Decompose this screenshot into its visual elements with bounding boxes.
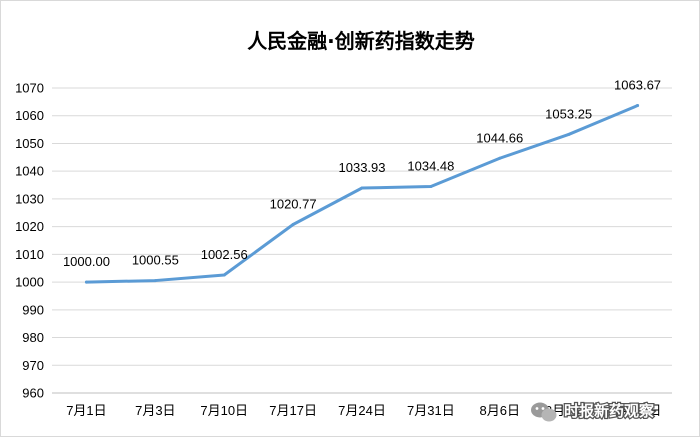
x-tick-label: 7月17日 — [269, 403, 317, 418]
data-point — [567, 132, 571, 136]
x-tick-label: 8月6日 — [480, 403, 520, 418]
y-tick-label: 1010 — [15, 247, 44, 262]
y-tick-label: 1070 — [15, 81, 44, 96]
data-label: 1044.66 — [476, 130, 523, 145]
y-tick-label: 1030 — [15, 191, 44, 206]
y-axis: 960 970 980 990 1000 1010 1020 1030 1040 1050 1060… — [15, 81, 44, 401]
data-point — [222, 273, 226, 277]
x-tick-label: 8月20日 — [614, 403, 662, 418]
data-point — [360, 186, 364, 190]
data-point — [84, 280, 88, 284]
series-line — [84, 104, 640, 284]
y-tick-label: 1060 — [15, 108, 44, 123]
y-tick-label: 990 — [22, 302, 44, 317]
x-tick-label: 8月13日 — [545, 403, 593, 418]
y-tick-label: 1020 — [15, 219, 44, 234]
data-point — [429, 184, 433, 188]
data-labels: 1000.00 1000.55 1002.56 1020.77 1033.93 1034.… — [63, 78, 661, 270]
data-label: 1000.00 — [63, 254, 110, 269]
x-tick-label: 7月3日 — [135, 403, 175, 418]
data-label: 1000.55 — [132, 253, 179, 268]
wechat-icon — [531, 402, 557, 422]
data-label: 1002.56 — [201, 247, 248, 262]
y-tick-label: 980 — [22, 330, 44, 345]
watermark: 时报新药观察 — [531, 401, 656, 422]
data-label: 1034.48 — [407, 158, 454, 173]
x-tick-label: 7月24日 — [338, 403, 386, 418]
watermark-text: 时报新药观察 — [564, 402, 655, 420]
y-tick-label: 970 — [22, 358, 44, 373]
y-tick-label: 1000 — [15, 275, 44, 290]
data-point — [291, 223, 295, 227]
x-tick-label: 7月1日 — [66, 403, 106, 418]
data-label: 1053.25 — [545, 106, 592, 121]
data-label: 1020.77 — [270, 197, 317, 212]
data-point — [498, 156, 502, 160]
y-tick-label: 960 — [22, 386, 44, 401]
x-tick-label: 7月10日 — [200, 403, 248, 418]
y-tick-label: 1050 — [15, 136, 44, 151]
data-label: 1033.93 — [339, 160, 386, 175]
gridlines — [52, 87, 672, 394]
x-tick-label: 7月31日 — [407, 403, 455, 418]
data-label: 1063.67 — [614, 78, 661, 93]
y-tick-label: 1040 — [15, 164, 44, 179]
x-axis: 7月1日 7月3日 7月10日 7月17日 7月24日 7月31日 8月6日 8月13日 8月2… — [52, 392, 672, 418]
data-point — [153, 279, 157, 283]
data-point — [636, 104, 640, 108]
chart-title: 人民金融·创新药指数走势 — [247, 29, 475, 53]
